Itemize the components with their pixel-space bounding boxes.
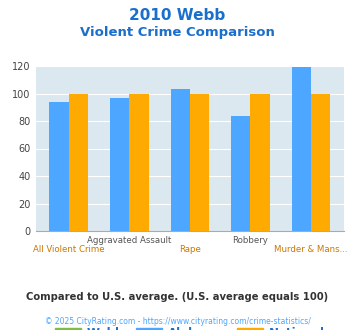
Bar (49, 102, 69, 231)
Text: Rape: Rape (179, 245, 201, 254)
Text: 2010 Webb: 2010 Webb (129, 8, 226, 23)
Text: All Violent Crime: All Violent Crime (33, 245, 105, 254)
Text: Violent Crime Comparison: Violent Crime Comparison (80, 26, 275, 39)
Bar (110, 98, 129, 231)
Bar (190, 93, 209, 231)
Bar (170, 89, 190, 231)
Bar (231, 115, 251, 231)
Bar (311, 93, 331, 231)
Bar (292, 67, 311, 231)
Bar (69, 93, 88, 231)
Legend: Webb, Alabama, National: Webb, Alabama, National (50, 323, 330, 330)
Text: Compared to U.S. average. (U.S. average equals 100): Compared to U.S. average. (U.S. average … (26, 292, 329, 302)
Bar (129, 93, 149, 231)
Text: Murder & Mans...: Murder & Mans... (274, 245, 348, 254)
Bar (251, 93, 270, 231)
Text: © 2025 CityRating.com - https://www.cityrating.com/crime-statistics/: © 2025 CityRating.com - https://www.city… (45, 317, 310, 326)
Text: Robbery: Robbery (233, 236, 268, 245)
Text: Aggravated Assault: Aggravated Assault (87, 236, 171, 245)
